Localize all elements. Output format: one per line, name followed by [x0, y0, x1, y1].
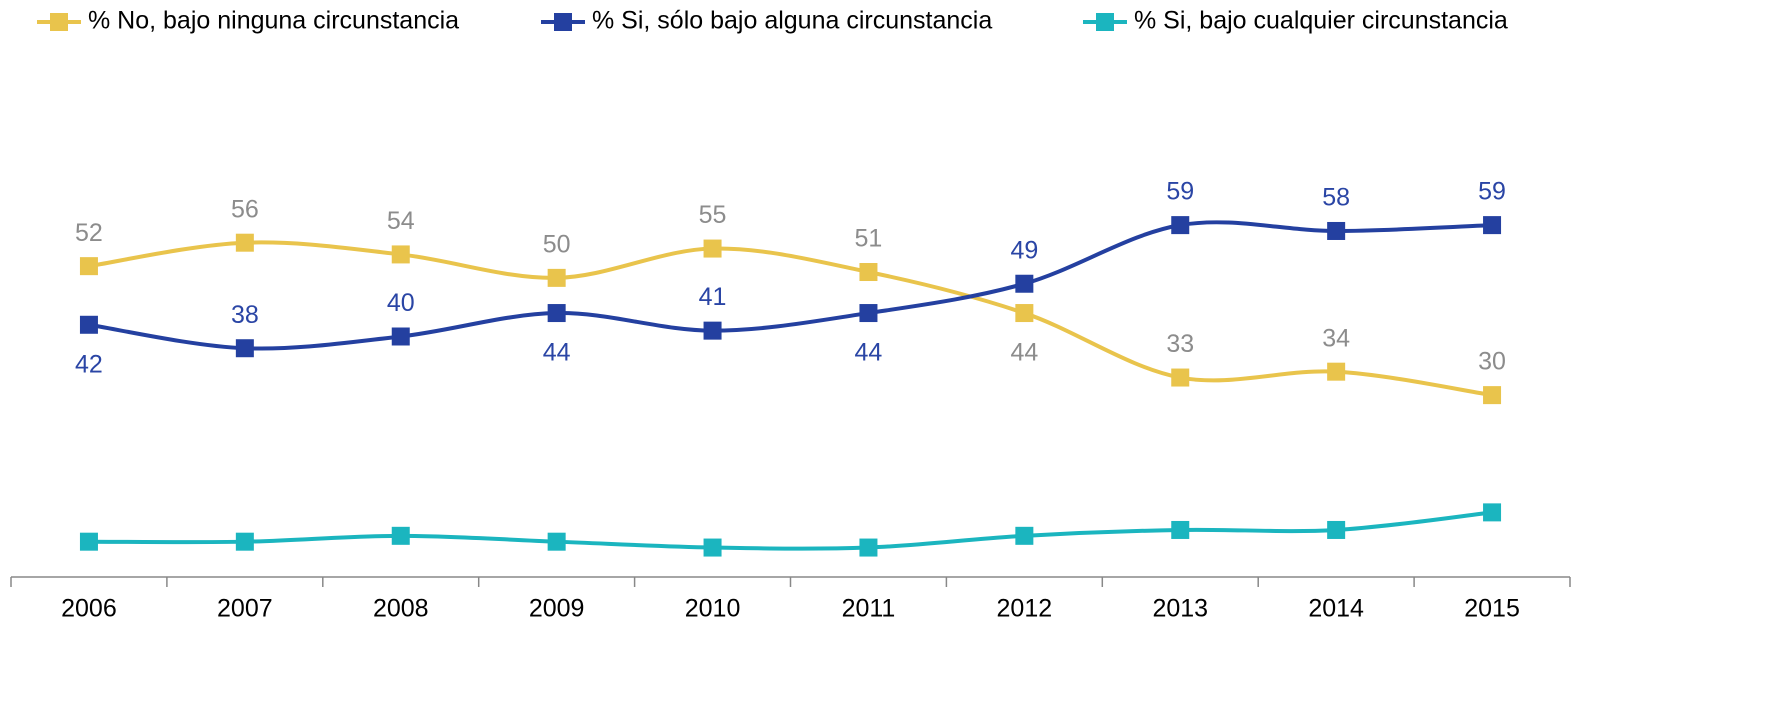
- series-line: [88, 220, 1493, 351]
- data-label: 52: [75, 219, 103, 247]
- data-label: 59: [1478, 178, 1506, 206]
- legend-label: % No, bajo ninguna circunstancia: [88, 7, 459, 35]
- point-marker: [547, 532, 566, 551]
- legend-marker: [554, 13, 572, 31]
- point-marker: [79, 315, 98, 334]
- data-label: 30: [1478, 348, 1506, 376]
- data-label: 44: [855, 339, 883, 367]
- point-marker: [703, 538, 722, 557]
- legend-label: % Si, sólo bajo alguna circunstancia: [592, 7, 992, 35]
- point-marker: [1171, 520, 1190, 539]
- x-tick-label: 2010: [685, 595, 741, 623]
- point-marker: [1327, 362, 1346, 381]
- point-marker: [79, 257, 98, 276]
- data-label: 58: [1322, 184, 1350, 212]
- point-marker: [703, 321, 722, 340]
- x-tick-label: 2013: [1152, 595, 1208, 623]
- data-label: 44: [1010, 339, 1038, 367]
- point-marker: [859, 304, 878, 323]
- data-label: 41: [699, 283, 727, 311]
- data-label: 34: [1322, 324, 1350, 352]
- x-tick-label: 2014: [1308, 595, 1364, 623]
- data-label: 59: [1166, 178, 1194, 206]
- data-label: 49: [1010, 236, 1038, 264]
- data-label: 38: [231, 301, 259, 329]
- point-marker: [1015, 526, 1034, 545]
- point-marker: [1327, 520, 1346, 539]
- data-label: 42: [75, 350, 103, 378]
- point-marker: [79, 532, 98, 551]
- legend-marker: [50, 13, 68, 31]
- x-tick-label: 2011: [842, 595, 896, 623]
- point-marker: [391, 245, 410, 264]
- point-marker: [391, 327, 410, 346]
- data-label: 51: [855, 225, 883, 253]
- data-label: 54: [387, 207, 415, 235]
- data-label: 40: [387, 289, 415, 317]
- point-marker: [547, 304, 566, 323]
- point-marker: [1483, 216, 1502, 235]
- point-marker: [1015, 304, 1034, 323]
- point-marker: [547, 268, 566, 287]
- point-marker: [235, 532, 254, 551]
- point-marker: [391, 526, 410, 545]
- point-marker: [1483, 386, 1502, 405]
- data-label: 33: [1166, 330, 1194, 358]
- point-marker: [235, 339, 254, 358]
- point-marker: [1171, 368, 1190, 387]
- point-marker: [703, 239, 722, 258]
- point-marker: [235, 233, 254, 252]
- x-tick-label: 2012: [997, 595, 1053, 623]
- legend-marker: [1096, 13, 1114, 31]
- point-marker: [1327, 221, 1346, 240]
- point-marker: [1015, 274, 1034, 293]
- point-marker: [1483, 503, 1502, 522]
- point-marker: [859, 263, 878, 282]
- legend-label: % Si, bajo cualquier circunstancia: [1134, 7, 1508, 35]
- data-label: 44: [543, 339, 571, 367]
- data-label: 50: [543, 230, 571, 258]
- point-marker: [1171, 216, 1190, 235]
- x-tick-label: 2008: [373, 595, 429, 623]
- x-tick-label: 2015: [1464, 595, 1520, 623]
- point-marker: [859, 538, 878, 557]
- x-tick-label: 2009: [529, 595, 585, 623]
- data-label: 56: [231, 195, 259, 223]
- series-line: [88, 510, 1493, 551]
- series-line: [88, 240, 1493, 398]
- data-label: 55: [699, 201, 727, 229]
- x-tick-label: 2007: [217, 595, 273, 623]
- x-tick-label: 2006: [61, 595, 117, 623]
